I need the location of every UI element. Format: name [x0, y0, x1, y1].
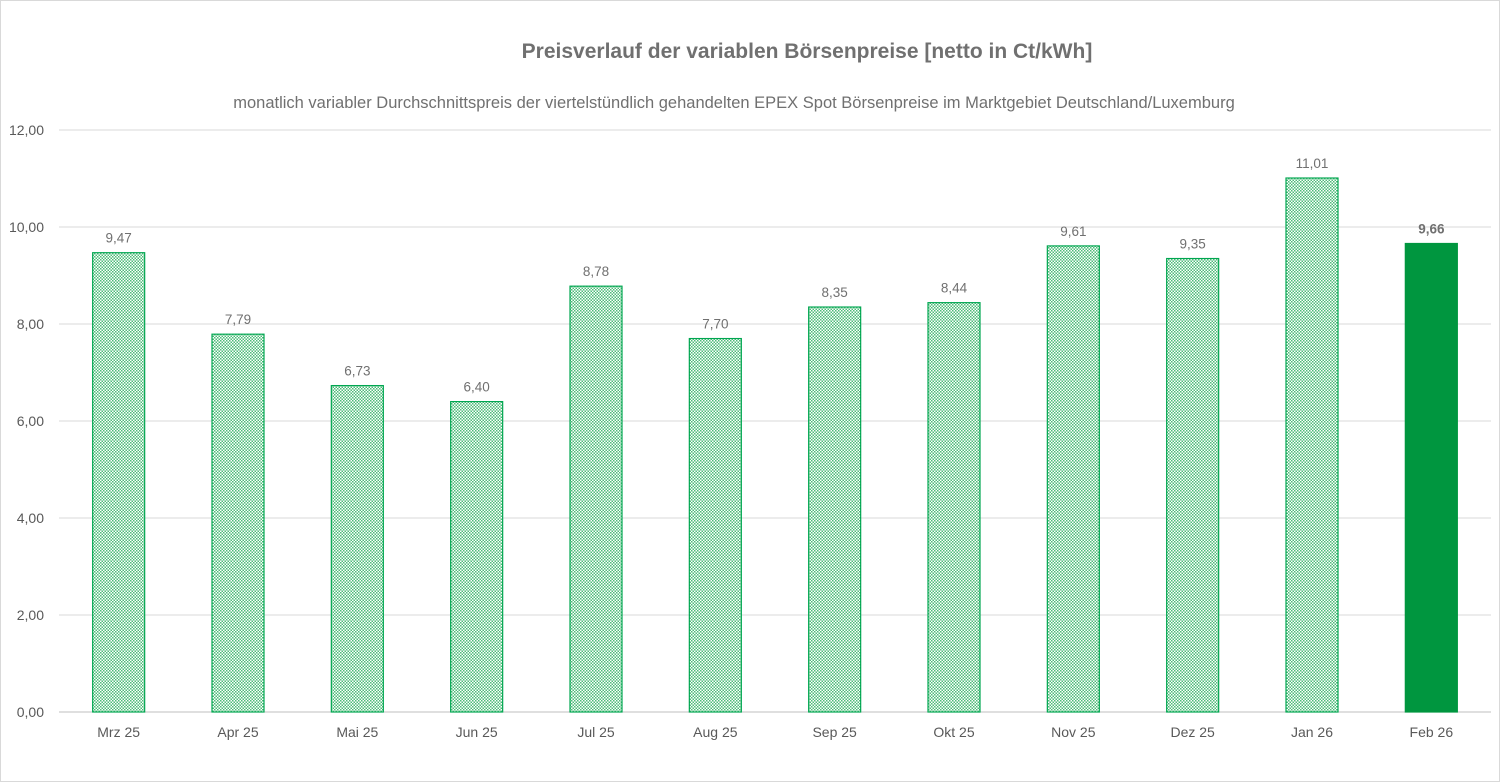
data-label: 7,79: [225, 312, 251, 327]
x-tick-label: Jun 25: [456, 724, 498, 740]
x-tick-label: Jan 26: [1291, 724, 1333, 740]
data-label: 8,35: [822, 285, 848, 300]
bar: [450, 401, 504, 713]
bar: [688, 337, 742, 713]
chart-subtitle: monatlich variabler Durchschnittspreis d…: [233, 94, 1235, 112]
bar: [569, 285, 623, 713]
chart-title: Preisverlauf der variablen Börsenpreise …: [522, 40, 1093, 63]
x-tick-label: Dez 25: [1170, 724, 1215, 740]
y-tick-label: 2,00: [17, 607, 44, 623]
data-label: 8,44: [941, 281, 968, 296]
bar: [211, 333, 265, 713]
data-label: 6,40: [464, 380, 490, 395]
bar: [92, 252, 146, 713]
data-label: 9,61: [1060, 224, 1086, 239]
bar: [927, 302, 981, 713]
x-tick-label: Mai 25: [336, 724, 378, 740]
y-tick-label: 12,00: [9, 122, 44, 138]
x-tick-label: Okt 25: [933, 724, 974, 740]
data-label: 11,01: [1296, 156, 1329, 171]
x-tick-label: Apr 25: [217, 724, 258, 740]
y-tick-label: 0,00: [17, 704, 44, 720]
x-tick-label: Sep 25: [812, 724, 857, 740]
data-label: 9,66: [1418, 221, 1445, 236]
data-label: 9,35: [1180, 237, 1206, 252]
x-tick-label: Aug 25: [693, 724, 738, 740]
data-label: 9,47: [106, 231, 132, 246]
x-tick-label: Jul 25: [577, 724, 615, 740]
y-tick-label: 8,00: [17, 316, 44, 332]
data-label: 8,78: [583, 264, 609, 279]
bar: [1166, 257, 1220, 713]
x-tick-label: Mrz 25: [97, 724, 140, 740]
data-label: 6,73: [344, 364, 370, 379]
x-tick-label: Feb 26: [1410, 724, 1454, 740]
y-tick-label: 10,00: [9, 219, 44, 235]
bar: [1404, 242, 1458, 713]
y-tick-label: 6,00: [17, 413, 44, 429]
data-label: 7,70: [702, 317, 728, 332]
x-tick-label: Nov 25: [1051, 724, 1096, 740]
bar: [1285, 177, 1339, 713]
bar: [1046, 245, 1100, 713]
bar: [330, 384, 384, 713]
bar: [808, 306, 862, 713]
y-tick-label: 4,00: [17, 510, 44, 526]
